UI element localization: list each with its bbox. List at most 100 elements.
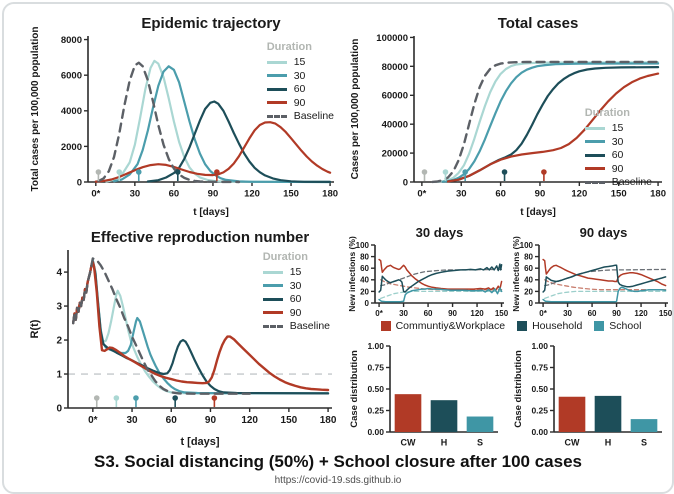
intervention-pin-head xyxy=(116,169,123,175)
y-tick-label: 40 xyxy=(360,276,369,285)
x-tick-label: 150 xyxy=(283,189,299,200)
y-tick-label: 8000 xyxy=(61,35,82,46)
legend-item-baseline: Baseline xyxy=(266,110,334,122)
legend-swatch xyxy=(584,153,605,157)
figure-title: S3. Social distancing (50%) + School clo… xyxy=(93,452,582,471)
chart-canvas: 0* 30 60 90 120 150 0 20 40 60 80 100 30 days New inf… xyxy=(348,225,509,317)
chart-case-distribution-90-days: 0.00 0.25 0.50 0.75 1.00 Case distribution CW H… xyxy=(512,338,672,450)
y-axis-label: Case distribution xyxy=(349,350,360,428)
group-legend-swatch xyxy=(517,321,528,331)
x-tick-label: 150 xyxy=(611,189,627,200)
chart-effective-reproduction-number: 0* 30 60 90 120 150 180 0 1 2 3 4 Effective reproduc… xyxy=(26,224,344,450)
chart-canvas: 0* 30 60 90 120 150 18002000040000600008000010… xyxy=(350,15,666,218)
x-tick-label: 120 xyxy=(470,309,484,317)
legend-label: 15 xyxy=(289,266,302,278)
x-tick-label: 0* xyxy=(91,189,100,200)
bar-category-label: CW xyxy=(565,438,580,448)
legend-item-30: 30 xyxy=(262,279,330,292)
chart-new-infections-90-days: 0* 30 60 90 120 150 0 20 40 60 80 100 90 days New inf… xyxy=(512,225,672,317)
chart-title: Effective reproduction number xyxy=(91,229,310,246)
y-tick-label: 80 xyxy=(524,252,533,261)
y-tick-label: 0.50 xyxy=(367,384,384,394)
chart-title: Epidemic trajectory xyxy=(141,15,281,32)
legend-swatch xyxy=(266,101,287,105)
y-tick-label: 100000 xyxy=(376,33,408,44)
legend-swatch xyxy=(262,311,283,315)
y-tick-label: 3 xyxy=(56,302,62,313)
x-tick-label: 0* xyxy=(539,309,547,317)
y-axis-label: Cases per 100,000 population xyxy=(350,39,361,180)
chart-new-infections-30-days: 0* 30 60 90 120 150 0 20 40 60 80 100 30 days New inf… xyxy=(348,225,510,317)
y-tick-label: 100 xyxy=(520,241,534,250)
x-tick-label: 0* xyxy=(417,189,426,200)
legend-item-90: 90 xyxy=(584,162,652,175)
bar-H xyxy=(430,400,458,432)
y-tick-label: 80000 xyxy=(382,62,408,73)
x-tick-label: 150 xyxy=(495,309,509,317)
x-tick-label: 60 xyxy=(424,309,433,317)
x-tick-label: 90 xyxy=(205,415,217,426)
chart-total-cases: 0* 30 60 90 120 150 180 0 20000 40000 60000 80000 10… xyxy=(346,12,672,220)
x-tick-label: 90 xyxy=(535,189,546,200)
bar-category-label: H xyxy=(605,438,612,448)
y-axis-label: Case distribution xyxy=(513,350,524,428)
legend-item-30: 30 xyxy=(266,70,334,82)
chart-title: 90 days xyxy=(580,225,628,240)
legend-label: 90 xyxy=(293,96,306,109)
duration-legend-title: Duration xyxy=(262,251,308,263)
legend-swatch xyxy=(584,126,605,130)
x-tick-label: 120 xyxy=(244,189,260,200)
chart-canvas: 0* 30 60 90 120 150 18002000400060008000Epidem… xyxy=(30,15,338,218)
legend-item-90: 90 xyxy=(266,96,334,109)
legend-swatch xyxy=(266,60,287,64)
intervention-pin-head xyxy=(93,395,100,401)
y-tick-label: 0.00 xyxy=(367,427,384,437)
bar-H xyxy=(594,395,622,432)
x-tick-label: 180 xyxy=(650,189,666,200)
series-Household xyxy=(378,263,503,293)
series-School-baseline xyxy=(380,290,503,300)
series-30 xyxy=(441,62,660,183)
figure-url: https://covid-19.sds.github.io xyxy=(274,475,402,486)
y-tick-label: 4000 xyxy=(61,106,82,117)
y-tick-label: 1.00 xyxy=(367,341,384,351)
legend-label: 90 xyxy=(611,162,624,175)
x-axis-label: t [days] xyxy=(180,436,219,448)
x-tick-label: 90 xyxy=(208,189,219,200)
x-axis-label: t [days] xyxy=(520,207,556,218)
series-School-baseline xyxy=(544,290,667,300)
x-tick-label: 30 xyxy=(563,309,572,317)
legend-swatch xyxy=(584,140,605,144)
group-legend-item: Communtiy&Workplace xyxy=(380,320,506,332)
group-legend-label: Communtiy&Workplace xyxy=(395,320,506,332)
legend-item-15: 15 xyxy=(584,122,652,134)
group-legend-item: School xyxy=(594,320,641,332)
y-tick-label: 1 xyxy=(56,370,62,381)
intervention-pin-head xyxy=(95,169,102,175)
y-tick-label: 1.00 xyxy=(531,341,548,351)
legend-label: Baseline xyxy=(293,110,334,122)
legend-item-15: 15 xyxy=(262,266,330,278)
y-tick-label: 60 xyxy=(360,264,369,273)
intervention-pin-head xyxy=(442,169,449,175)
y-axis-label: New infections (%) xyxy=(512,236,521,312)
y-tick-label: 40 xyxy=(524,276,533,285)
y-tick-label: 0.25 xyxy=(531,406,548,416)
y-tick-label: 4 xyxy=(56,268,62,279)
legend-item-60: 60 xyxy=(584,150,652,161)
series-School xyxy=(542,286,667,303)
x-tick-label: 0* xyxy=(88,415,98,426)
y-tick-label: 0 xyxy=(365,299,370,308)
legend-label: 15 xyxy=(611,122,624,134)
legend-label: 60 xyxy=(289,293,302,305)
duration-legend-title: Duration xyxy=(266,41,312,53)
legend-swatch xyxy=(266,114,287,118)
duration-legend: Duration 15 30 60 90 Baseline xyxy=(262,251,330,335)
y-tick-label: 0.25 xyxy=(367,406,384,416)
x-tick-label: 180 xyxy=(320,415,337,426)
x-tick-label: 60 xyxy=(588,309,597,317)
bar-category-label: S xyxy=(477,438,483,448)
x-tick-label: 60 xyxy=(495,189,506,200)
legend-label: 30 xyxy=(289,279,302,292)
